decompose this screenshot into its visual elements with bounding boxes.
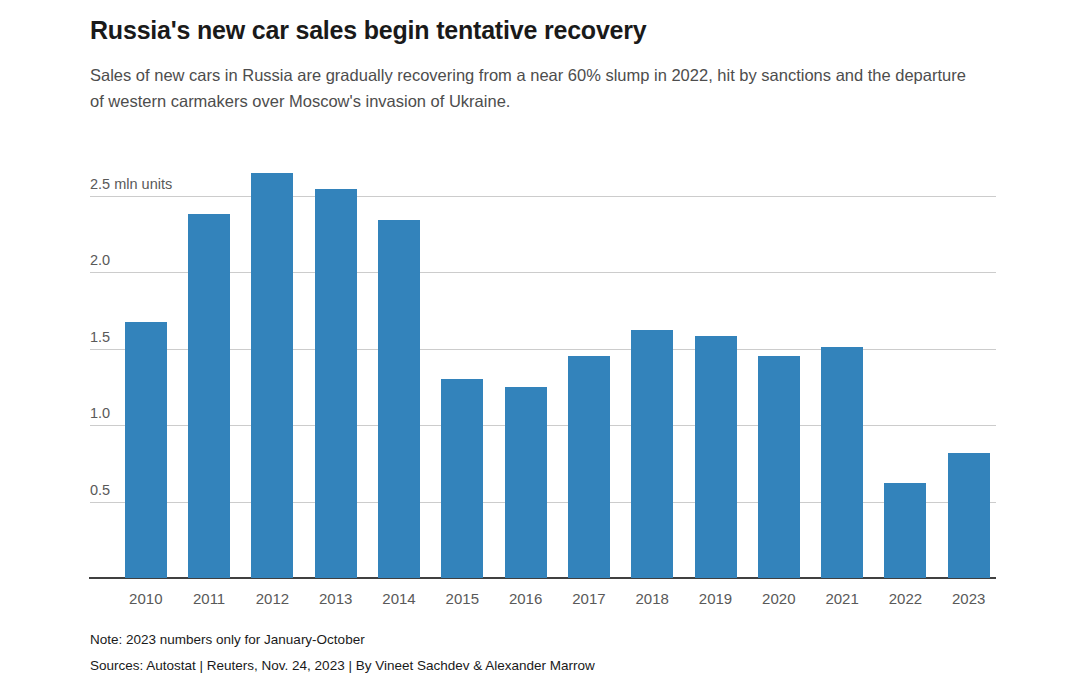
bar-2015 bbox=[441, 379, 483, 578]
bar-2010 bbox=[125, 322, 167, 578]
x-axis-tick-label-2020: 2020 bbox=[747, 590, 811, 607]
y-axis-tick-label: 1.0 bbox=[90, 405, 110, 421]
x-axis-tick-label-2018: 2018 bbox=[620, 590, 684, 607]
y-axis-tick-label: 2.5 mln units bbox=[90, 176, 172, 192]
bar-2014 bbox=[378, 220, 420, 578]
bar-chart-plot-area: 0.51.01.52.02.5 mln units201020112012201… bbox=[0, 0, 1083, 684]
x-axis-tick-label-2019: 2019 bbox=[684, 590, 748, 607]
bar-2017 bbox=[568, 356, 610, 578]
gridline-2.5 bbox=[90, 196, 996, 197]
y-axis-tick-label: 0.5 bbox=[90, 482, 110, 498]
x-axis-tick-label-2023: 2023 bbox=[937, 590, 1001, 607]
bar-2018 bbox=[631, 330, 673, 578]
x-axis-tick-label-2012: 2012 bbox=[240, 590, 304, 607]
bar-2021 bbox=[821, 347, 863, 578]
bar-2013 bbox=[315, 189, 357, 578]
x-axis-tick-label-2017: 2017 bbox=[557, 590, 621, 607]
x-axis-tick-label-2021: 2021 bbox=[810, 590, 874, 607]
x-axis-tick-label-2013: 2013 bbox=[304, 590, 368, 607]
bar-2012 bbox=[251, 173, 293, 578]
chart-page: Russia's new car sales begin tentative r… bbox=[0, 0, 1083, 684]
y-axis-tick-label: 2.0 bbox=[90, 252, 110, 268]
x-axis-tick-label-2022: 2022 bbox=[873, 590, 937, 607]
chart-sources: Sources: Autostat | Reuters, Nov. 24, 20… bbox=[90, 658, 595, 673]
bar-2022 bbox=[884, 483, 926, 578]
bar-2019 bbox=[695, 336, 737, 578]
chart-note: Note: 2023 numbers only for January-Octo… bbox=[90, 632, 365, 647]
x-axis-tick-label-2014: 2014 bbox=[367, 590, 431, 607]
bar-2023 bbox=[948, 453, 990, 578]
bar-2011 bbox=[188, 214, 230, 578]
x-axis-tick-label-2015: 2015 bbox=[430, 590, 494, 607]
y-axis-tick-label: 1.5 bbox=[90, 329, 110, 345]
x-axis-tick-label-2016: 2016 bbox=[494, 590, 558, 607]
x-axis-tick-label-2011: 2011 bbox=[177, 590, 241, 607]
bar-2016 bbox=[505, 387, 547, 578]
x-axis-tick-label-2010: 2010 bbox=[114, 590, 178, 607]
bar-2020 bbox=[758, 356, 800, 578]
